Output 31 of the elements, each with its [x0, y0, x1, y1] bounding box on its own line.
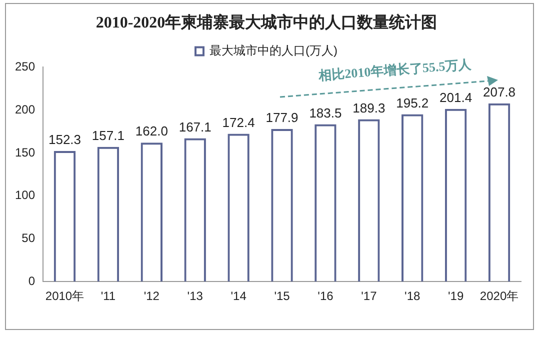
y-tick-label: 0: [28, 274, 36, 288]
text: 177.9: [266, 110, 298, 126]
text: 167.1: [178, 119, 212, 134]
text: 207.8: [483, 84, 516, 100]
x-tick-label: 2020年: [480, 289, 519, 304]
text: 195.2: [396, 95, 429, 110]
x-tick-label: '17: [361, 289, 378, 304]
x-tick-label: '19: [448, 289, 464, 304]
x-tick-label: '12: [144, 289, 160, 304]
text: 162.0: [135, 124, 168, 139]
text: 152.3: [48, 132, 82, 148]
x-tick-label: '14: [230, 289, 247, 304]
x-tick-label: '15: [274, 289, 290, 304]
y-tick-label: 150: [14, 145, 36, 160]
y-tick-label: 250: [14, 60, 36, 74]
x-tick-label: 2010年: [45, 289, 84, 304]
annotation: 相比2010年增长了55.5万人: [317, 56, 473, 84]
text: 157.1: [92, 128, 124, 143]
text: 201.4: [440, 90, 472, 105]
x-tick-label: '16: [318, 289, 334, 304]
text: 172.4: [222, 114, 255, 130]
chart-title: 2010-2020年柬埔寨最大城市中的人口数量统计图: [96, 12, 438, 32]
text: 183.5: [309, 105, 342, 120]
text: 189.3: [352, 100, 386, 116]
y-tick-label: 100: [14, 188, 36, 202]
legend-label: 最大城市中的人口(万人): [210, 44, 338, 58]
x-tick-label: '11: [100, 289, 116, 304]
x-tick-label: '18: [404, 289, 421, 304]
y-tick-label: 50: [22, 231, 36, 246]
x-tick-label: '13: [187, 289, 204, 304]
y-tick-label: 200: [14, 102, 36, 116]
